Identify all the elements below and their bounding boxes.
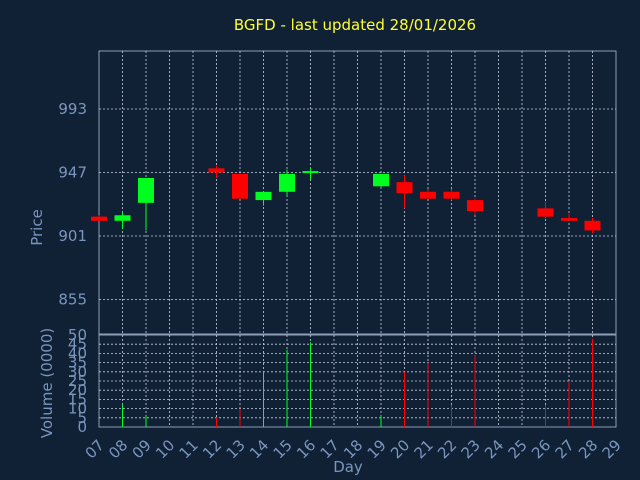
x-tick-label: 13 (223, 436, 249, 462)
price-tick-label: 993 (58, 100, 87, 118)
price-tick-label: 947 (58, 163, 87, 181)
x-tick-label: 29 (599, 436, 625, 462)
x-tick-label: 23 (458, 436, 484, 462)
candle-body (91, 216, 107, 221)
price-tick-label: 901 (58, 227, 87, 245)
candle-body (537, 208, 554, 217)
candle-body (443, 191, 460, 199)
x-tick-label: 20 (387, 436, 413, 462)
candle-body (114, 215, 131, 221)
candle-body (396, 182, 413, 194)
price-axis-label: Price (28, 209, 46, 246)
candle-body (420, 191, 436, 199)
x-tick-label: 08 (105, 436, 131, 462)
x-tick-label: 19 (364, 436, 390, 462)
volume-tick-label: 45 (68, 335, 87, 353)
volume-tick-label: 50 (68, 326, 87, 344)
x-tick-label: 16 (293, 436, 319, 462)
x-tick-label: 28 (575, 436, 601, 462)
volume-tick-label: 30 (68, 363, 87, 381)
candle-body (232, 173, 248, 199)
volume-tick-label: 10 (68, 400, 87, 418)
x-tick-label: 09 (129, 436, 155, 462)
x-tick-label: 26 (528, 436, 554, 462)
x-tick-label: 10 (152, 436, 178, 462)
candle-body (138, 178, 154, 203)
x-tick-label: 11 (176, 436, 202, 462)
x-tick-label: 22 (434, 436, 460, 462)
volume-tick-label: 35 (68, 354, 87, 372)
candle-body (467, 200, 483, 212)
volume-tick-label: 5 (77, 409, 87, 427)
x-tick-label: 07 (82, 436, 108, 462)
volume-tick-label: 25 (68, 372, 87, 390)
x-tick-label: 15 (270, 436, 296, 462)
x-tick-label: 27 (552, 436, 578, 462)
candle-body (561, 218, 577, 221)
volume-tick-label: 40 (68, 344, 87, 362)
x-tick-label: 14 (246, 436, 272, 462)
x-tick-label: 12 (199, 436, 225, 462)
candle-body (208, 168, 225, 173)
x-tick-label: 21 (411, 436, 437, 462)
candle-body (255, 191, 272, 201)
volume-tick-label: 20 (68, 381, 87, 399)
candle-body (584, 220, 601, 231)
x-tick-label: 25 (505, 436, 531, 462)
price-tick-label: 855 (58, 290, 87, 308)
x-axis-label: Day (333, 458, 363, 476)
x-tick-label: 24 (481, 436, 507, 462)
volume-axis-label: Volume (0000) (38, 328, 56, 438)
candle-body (373, 173, 389, 187)
candle-body (279, 173, 295, 192)
candle-body (302, 171, 319, 174)
chart-title: BGFD - last updated 28/01/2026 (234, 16, 476, 34)
volume-tick-label: 15 (68, 390, 87, 408)
volume-tick-label: 0 (77, 418, 87, 436)
